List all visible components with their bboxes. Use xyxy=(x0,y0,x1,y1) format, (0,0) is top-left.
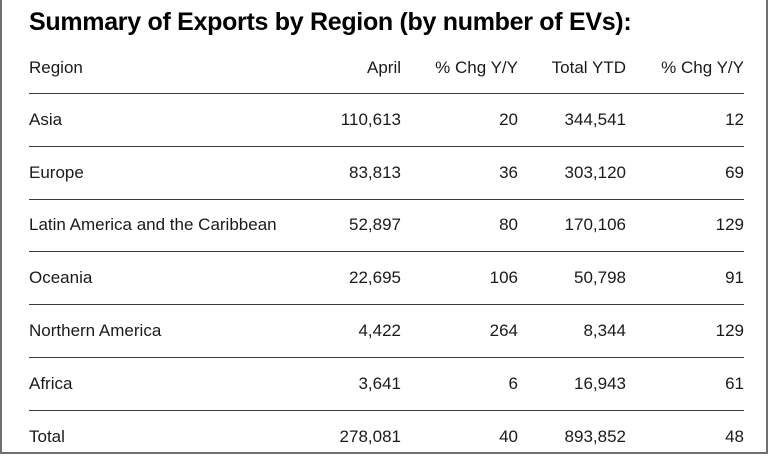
table-row: Europe 83,813 36 303,120 69 xyxy=(29,146,744,200)
cell-total-ytd: 170,106 xyxy=(518,199,626,253)
header-row: Region April % Chg Y/Y Total YTD % Chg Y… xyxy=(29,42,744,94)
cell-april-chg: 40 xyxy=(499,426,518,446)
cell-april: 110,613 xyxy=(319,93,401,147)
cell-april-chg: 264 xyxy=(401,304,518,358)
cell-total-ytd: 344,541 xyxy=(518,93,626,147)
cell-total-ytd: 303,120 xyxy=(518,146,626,200)
header-total-ytd: Total YTD xyxy=(518,42,626,94)
header-april-chg: % Chg Y/Y xyxy=(401,42,518,94)
table-row-total: Total 278,081 40 893,852 48 xyxy=(29,410,744,462)
header-april: April xyxy=(319,42,401,94)
cell-april: 278,081 xyxy=(339,426,401,446)
cell-april-chg: 106 xyxy=(401,251,518,306)
cell-region: Northern America xyxy=(29,304,319,358)
table-row: Latin America and the Caribbean 52,897 8… xyxy=(29,199,744,253)
cell-ytd-chg: 129 xyxy=(626,304,744,358)
cell-ytd-chg: 69 xyxy=(626,146,744,200)
cell-region: Latin America and the Caribbean xyxy=(29,199,319,253)
cell-april-chg: 80 xyxy=(401,199,518,253)
cell-ytd-chg: 61 xyxy=(626,357,744,411)
cell-april: 4,422 xyxy=(319,304,401,358)
cell-april: 52,897 xyxy=(319,199,401,253)
cell-ytd-chg: 91 xyxy=(626,251,744,306)
exports-table: Region April % Chg Y/Y Total YTD % Chg Y… xyxy=(29,42,744,463)
cell-region: Oceania xyxy=(29,251,319,306)
header-region: Region xyxy=(29,42,319,94)
table-row: Asia 110,613 20 344,541 12 xyxy=(29,93,744,147)
cell-region: Total xyxy=(29,426,65,446)
cell-total-ytd: 8,344 xyxy=(518,304,626,358)
cell-total-ytd: 50,798 xyxy=(518,251,626,306)
cell-ytd-chg: 12 xyxy=(626,93,744,147)
cell-total-ytd: 893,852 xyxy=(564,426,626,446)
table-row: Africa 3,641 6 16,943 61 xyxy=(29,357,744,411)
header-ytd-chg: % Chg Y/Y xyxy=(626,42,744,94)
cell-april: 3,641 xyxy=(319,357,401,411)
cell-ytd-chg: 129 xyxy=(626,199,744,253)
cell-region: Africa xyxy=(29,357,319,411)
cell-april: 22,695 xyxy=(319,251,401,306)
cell-ytd-chg: 48 xyxy=(725,426,744,446)
table-row: Oceania 22,695 106 50,798 91 xyxy=(29,251,744,306)
cell-april: 83,813 xyxy=(319,146,401,200)
cell-april-chg: 20 xyxy=(401,93,518,147)
cell-total-ytd: 16,943 xyxy=(518,357,626,411)
cell-april-chg: 36 xyxy=(401,146,518,200)
table-title: Summary of Exports by Region (by number … xyxy=(29,8,632,36)
cell-region: Europe xyxy=(29,146,319,200)
cell-april-chg: 6 xyxy=(401,357,518,411)
table-row: Northern America 4,422 264 8,344 129 xyxy=(29,304,744,358)
cell-region: Asia xyxy=(29,93,319,147)
